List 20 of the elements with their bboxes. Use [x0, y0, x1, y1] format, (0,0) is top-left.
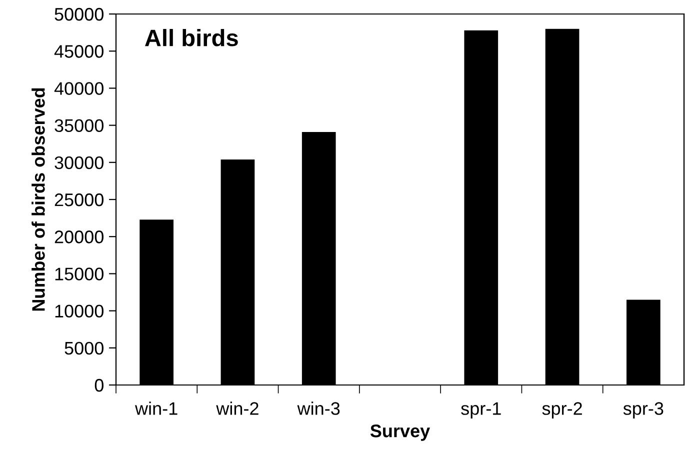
x-tick-label: spr-2 — [542, 402, 582, 418]
y-tick-label: 0 — [94, 378, 104, 392]
x-tick-label: spr-1 — [461, 402, 501, 418]
x-tick-label: win-2 — [216, 402, 258, 415]
y-tick-label: 15000 — [55, 268, 104, 280]
y-tick-label: 25000 — [54, 193, 104, 206]
text: All birds — [144, 28, 238, 46]
x-tick-label: win-1 — [134, 402, 178, 415]
y-tick-label: 35000 — [54, 119, 104, 132]
x-axis-title: Survey — [370, 424, 430, 441]
y-tick-label: 20000 — [54, 230, 104, 244]
x-tick-label: win-3 — [297, 402, 340, 415]
y-axis-title: Number of birds observed — [32, 88, 45, 311]
y-tick-label: 5000 — [64, 342, 104, 355]
x-tick-label: spr-3 — [623, 402, 664, 418]
y-tick-label: 30000 — [54, 156, 104, 170]
y-tick-label: 10000 — [55, 304, 104, 318]
y-tick-label: 50000 — [54, 8, 104, 21]
y-tick-label: 45000 — [54, 45, 104, 58]
y-tick-label: 40000 — [54, 82, 104, 95]
